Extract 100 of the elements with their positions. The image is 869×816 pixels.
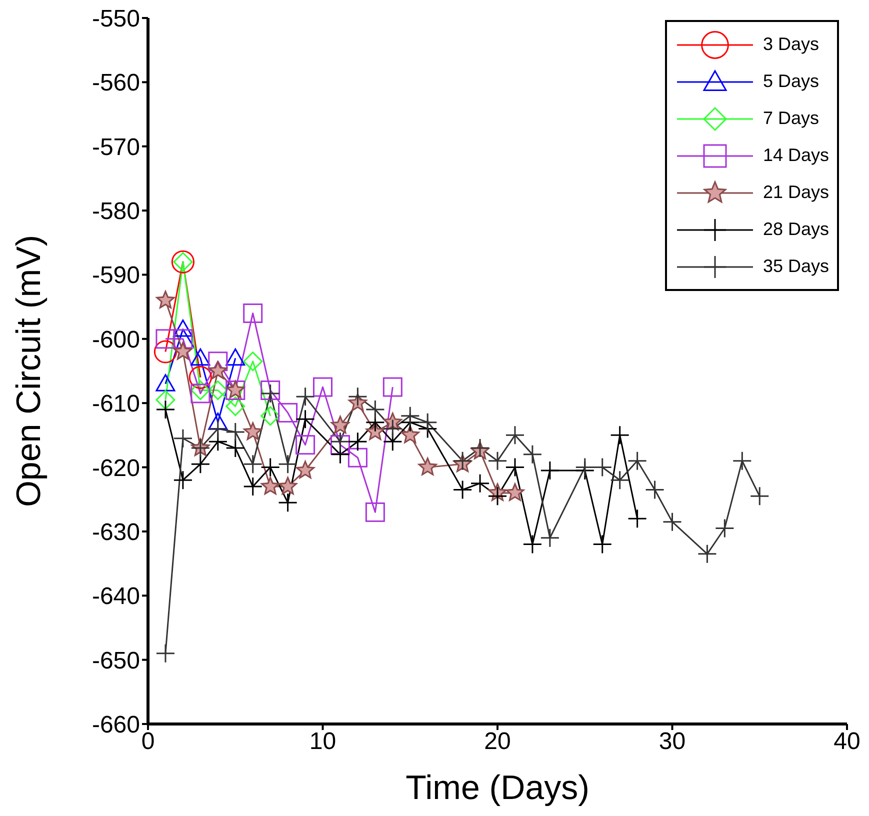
point [382,419,402,439]
legend-label: 3 Days [762,34,819,55]
y-tick-label: -590 [92,262,140,290]
point [452,480,472,500]
point [540,460,560,480]
point [470,474,490,494]
legend-label: 28 Days [762,219,829,240]
point [226,396,246,416]
point [505,425,525,445]
point [243,454,263,474]
point [330,432,350,452]
point [592,534,612,554]
point [365,502,385,522]
point [243,303,263,323]
y-tick-label: -570 [92,134,140,161]
point [156,390,176,410]
point [296,409,316,429]
point [261,476,280,495]
point [522,444,542,464]
x-tick-label: 0 [141,728,155,756]
y-axis-title: Open Circuit (mV) [10,234,48,508]
legend-label: 5 Days [762,71,819,92]
y-tick-label: -580 [92,198,140,226]
point [278,492,298,512]
point [156,644,176,664]
point [348,448,368,468]
point [208,352,228,372]
point [348,432,368,452]
point [173,470,193,490]
point [505,458,525,478]
x-axis-title: Time (Days) [406,769,590,807]
point [506,483,524,501]
x-tick-label: 10 [309,728,336,756]
point [278,454,298,474]
point [174,342,192,360]
point [330,416,350,434]
point [226,438,246,458]
point [156,400,176,420]
point [173,428,193,448]
point [173,320,193,337]
point [610,470,630,490]
point [296,460,315,479]
point [296,386,316,406]
y-tick-label: -550 [92,6,140,33]
point [156,329,176,349]
y-tick-label: -640 [92,583,140,610]
point [190,454,210,474]
point [365,400,385,420]
point [488,486,508,506]
point [260,458,280,478]
point [714,518,734,538]
y-tick-label: -560 [92,70,140,97]
point [330,435,350,455]
y-tick-label: -620 [92,454,140,482]
point [243,476,263,496]
point [278,476,298,495]
point [750,486,770,506]
point [156,290,175,308]
point [208,419,228,439]
legend-label: 7 Days [762,108,819,129]
point [243,352,263,372]
y-tick-label: -660 [92,712,140,739]
point [400,425,420,444]
point [348,386,368,406]
x-tick-label: 20 [484,728,511,756]
point [226,348,246,366]
y-tick-label: -630 [92,518,140,546]
point [226,422,246,442]
point [540,528,560,548]
point [278,402,298,422]
point [296,435,316,455]
point [610,425,630,445]
point [488,451,508,471]
legend-label: 35 Days [762,256,829,277]
point [154,340,178,364]
x-tick-label: 40 [834,728,860,756]
point [173,329,193,349]
x-tick-label: 30 [658,728,686,756]
point [208,380,228,400]
y-tick-label: -600 [92,326,140,354]
point [662,512,682,532]
point [382,377,402,397]
point [697,544,717,564]
y-tick-label: -610 [92,390,140,418]
point [418,458,437,476]
point [208,361,228,380]
point [732,451,752,471]
legend-label: 14 Days [762,145,829,166]
point [208,412,228,430]
point [628,508,648,528]
point [522,534,542,554]
point [313,377,332,397]
point [628,451,648,471]
point [418,412,438,432]
legend-label: 21 Days [762,182,829,203]
point [156,374,176,392]
point [260,406,280,426]
point [400,406,420,426]
point [244,422,262,440]
point [645,480,665,500]
